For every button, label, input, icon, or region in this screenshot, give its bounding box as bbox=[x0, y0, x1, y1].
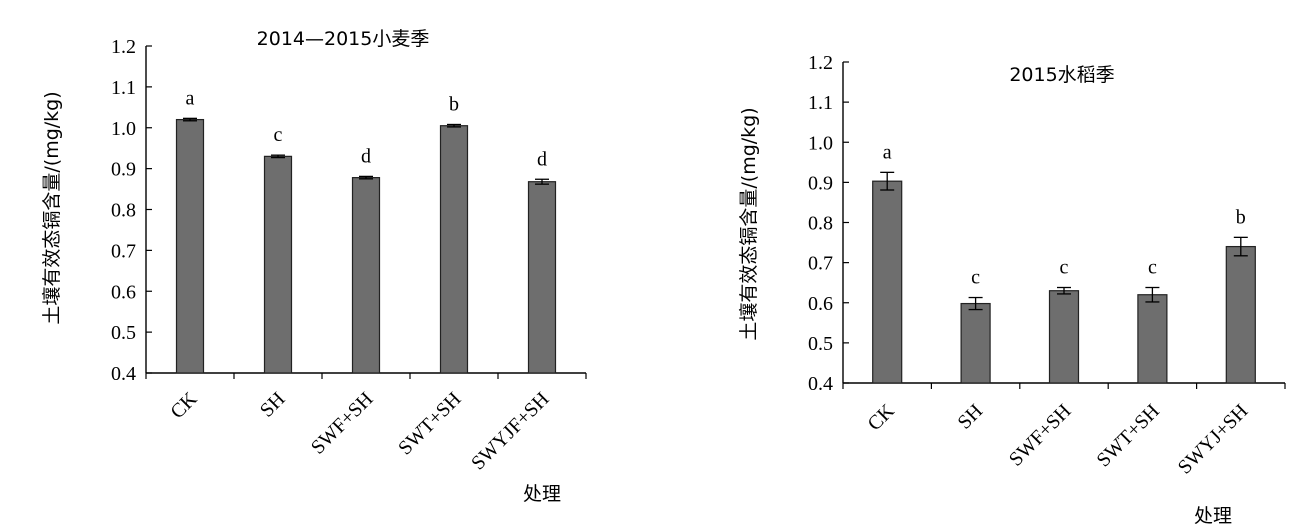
bar-ck bbox=[872, 180, 903, 384]
chart-title: 2014—2015小麦季 bbox=[257, 28, 430, 50]
chart-rice-season: 2015水稻季 土壤有效态镉含量/(mg/kg) 处理 0.4 0.5 0.6 0.7… bbox=[738, 52, 1286, 527]
y-tick-label: 0.4 bbox=[111, 363, 136, 385]
chart-wheat-season: 2014—2015小麦季 土壤有效态镉含量/(mg/kg) 处理 0.40.50… bbox=[41, 28, 587, 505]
y-tick-label: 1.1 bbox=[111, 77, 136, 99]
x-tick-label: SWF+SH bbox=[307, 388, 378, 459]
bar-swt-sh bbox=[1137, 294, 1168, 384]
y-tick-label: 1.0 bbox=[808, 132, 833, 154]
bar-swyjf-sh bbox=[527, 181, 557, 374]
x-tick-label: SWYJ+SH bbox=[1174, 400, 1253, 479]
bar-swyj-sh bbox=[1225, 245, 1256, 384]
significance-letter: c bbox=[971, 267, 980, 289]
x-tick-label: CK bbox=[864, 400, 900, 436]
significance-letter: c bbox=[1060, 257, 1069, 279]
chart-marks: 0.4 0.5 0.6 0.7 0.8 0.9 1.0 1.1 1.2 a CK c SH d SWF+SH… bbox=[111, 36, 587, 474]
y-tick-label: 0.5 bbox=[808, 333, 833, 355]
bar-ck bbox=[175, 118, 205, 374]
x-tick-label: SWYJF+SH bbox=[467, 388, 553, 474]
x-axis-label: 处理 bbox=[523, 483, 561, 505]
y-tick-label: 1.1 bbox=[808, 92, 833, 114]
y-tick-label: 0.9 bbox=[111, 159, 136, 181]
y-axis-label: 土壤有效态镉含量/(mg/kg) bbox=[41, 91, 63, 324]
chart-marks: 0.4 0.5 0.6 0.7 0.8 0.9 1.0 1.1 1.2 a CK c SH c SWF+SH… bbox=[808, 52, 1286, 479]
x-tick-label: SWF+SH bbox=[1005, 400, 1076, 471]
significance-letter: c bbox=[274, 124, 283, 146]
x-tick-label: SH bbox=[256, 388, 290, 422]
significance-letter: a bbox=[186, 87, 195, 109]
y-tick-label: 0.8 bbox=[808, 213, 833, 235]
y-tick-label: 0.9 bbox=[808, 172, 833, 194]
bar-swf-sh bbox=[351, 177, 381, 374]
y-tick-label: 0.4 bbox=[808, 373, 833, 395]
bar-swt-sh bbox=[439, 125, 469, 374]
x-tick-label: SWT+SH bbox=[1092, 400, 1163, 471]
x-tick-label: SH bbox=[953, 400, 987, 434]
x-tick-label: SWT+SH bbox=[394, 388, 465, 459]
significance-letter: a bbox=[883, 141, 892, 163]
significance-letter: d bbox=[537, 148, 547, 170]
x-axis-label: 处理 bbox=[1194, 505, 1232, 527]
y-axis-label: 土壤有效态镉含量/(mg/kg) bbox=[738, 107, 760, 340]
y-tick-label: 0.8 bbox=[111, 200, 136, 222]
y-tick-label: 1.2 bbox=[808, 52, 833, 74]
bar-sh bbox=[960, 302, 991, 384]
x-tick-label: CK bbox=[166, 388, 202, 424]
bar-swf-sh bbox=[1048, 290, 1080, 384]
y-tick-label: 1.0 bbox=[111, 118, 136, 140]
y-tick-label: 1.2 bbox=[111, 36, 136, 58]
y-tick-label: 0.7 bbox=[808, 253, 833, 275]
bar-sh bbox=[263, 155, 293, 374]
significance-letter: d bbox=[361, 145, 371, 167]
y-tick-label: 0.7 bbox=[111, 240, 136, 262]
y-tick-label: 0.5 bbox=[111, 322, 136, 344]
significance-letter: c bbox=[1148, 257, 1157, 279]
significance-letter: b bbox=[449, 93, 459, 115]
significance-letter: b bbox=[1236, 206, 1246, 228]
y-tick-label: 0.6 bbox=[808, 293, 833, 315]
chart-title: 2015水稻季 bbox=[1009, 64, 1114, 86]
y-tick-label: 0.6 bbox=[111, 281, 136, 303]
